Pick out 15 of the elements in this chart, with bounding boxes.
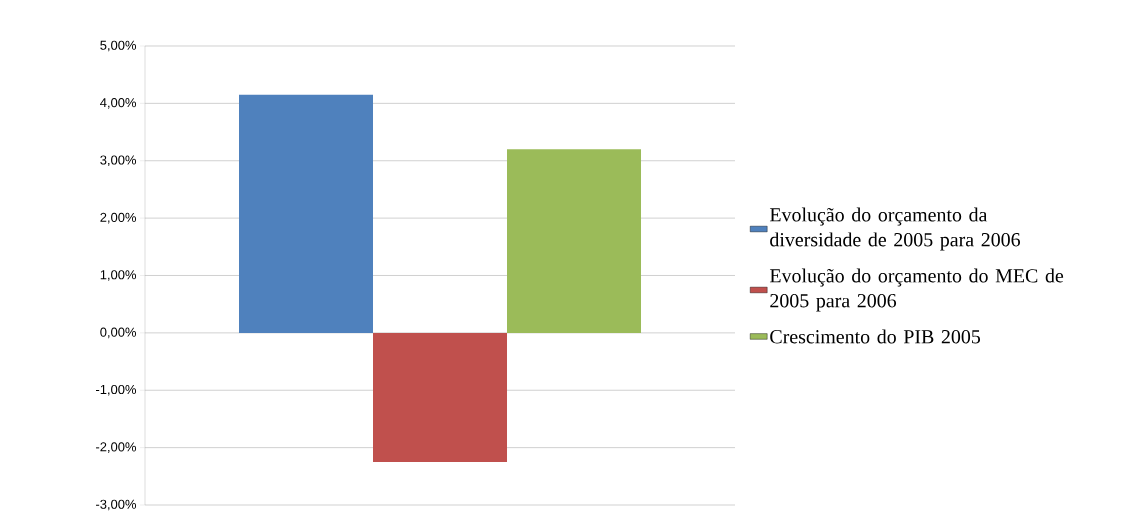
y-tick-label: 3,00%	[100, 155, 137, 167]
y-tick-label: 2,00%	[100, 212, 137, 224]
bar	[239, 94, 373, 333]
y-tick-label: -1,00%	[96, 384, 137, 396]
bar	[373, 332, 507, 462]
legend-label: Evolução do orçamento do MEC de 2005 para 2006	[769, 268, 1064, 312]
y-tick-label: -2,00%	[96, 442, 137, 453]
y-tick-label: -3,00%	[96, 499, 137, 511]
y-tick-label: 0,00%	[100, 327, 137, 339]
bar	[507, 149, 642, 333]
y-tick-label: 1,00%	[100, 270, 137, 281]
legend-label: Crescimento do PIB 2005	[770, 329, 981, 344]
y-tick-label: 4,00%	[100, 98, 137, 109]
y-tick-label: 5,00%	[100, 40, 137, 52]
legend-label: Evolução do orçamento da diversidade de 2005 para 2006	[769, 207, 1021, 251]
